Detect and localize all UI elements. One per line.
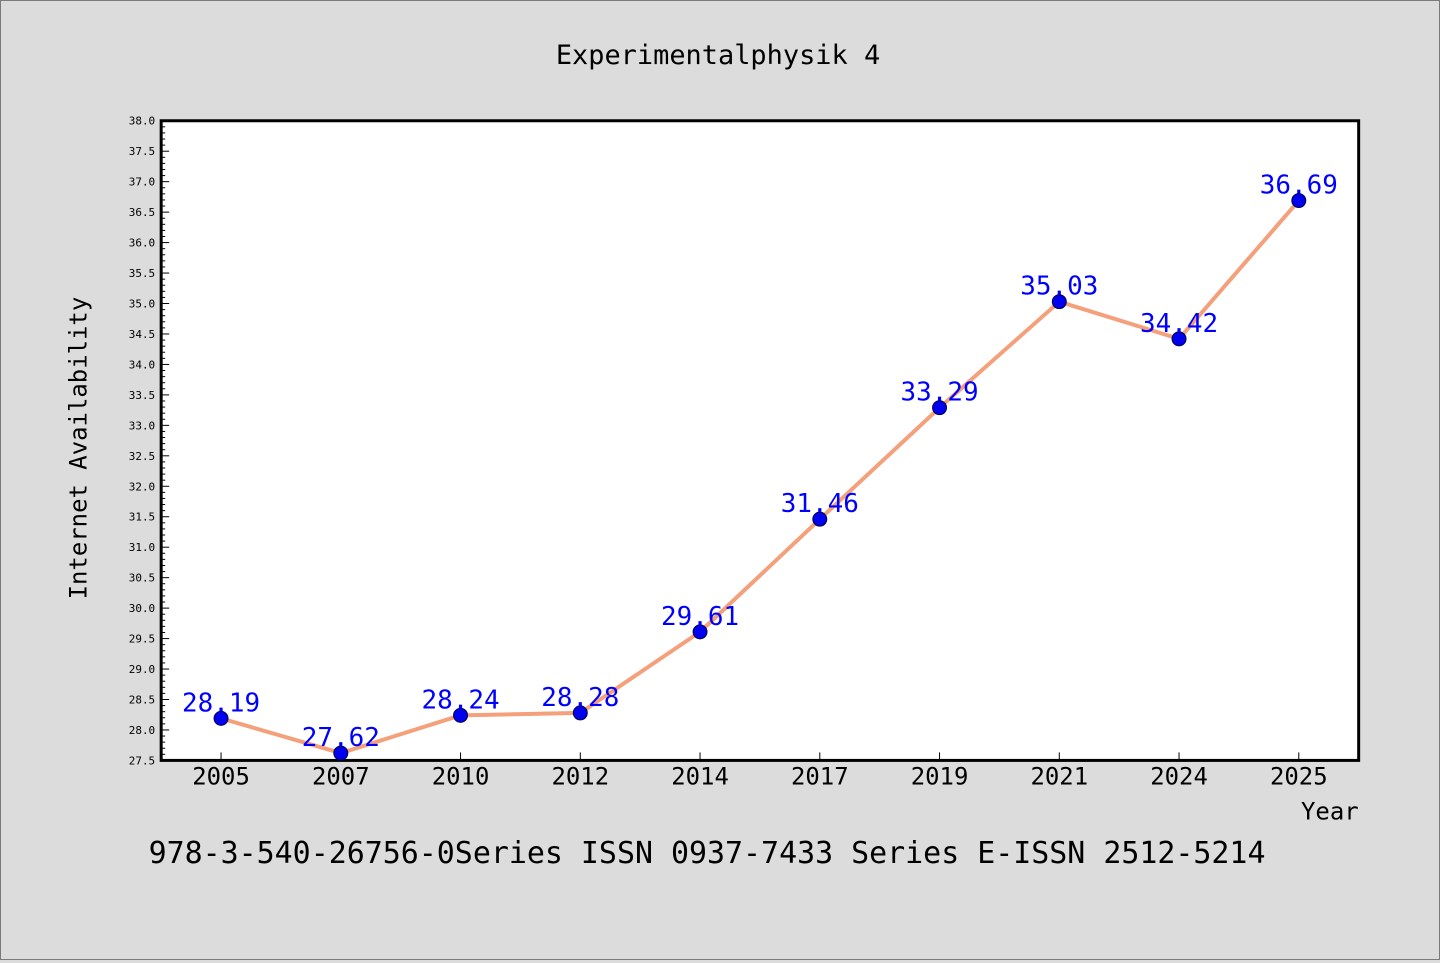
y-tick-label: 28.5	[129, 693, 155, 706]
x-tick-label: 2010	[432, 762, 490, 790]
y-tick-label: 31.5	[129, 511, 155, 524]
data-label: 28.24	[421, 685, 499, 715]
y-tick-label: 33.0	[129, 419, 155, 432]
caption: 978-3-540-26756-0Series ISSN 0937-7433 S…	[149, 836, 1266, 871]
data-label: 27.62	[302, 723, 380, 753]
y-tick-label: 34.5	[129, 328, 155, 341]
y-tick-label: 34.0	[129, 358, 155, 371]
x-tick-label: 2025	[1270, 762, 1328, 790]
y-tick-label: 32.5	[129, 450, 155, 463]
x-axis-label: Year	[1301, 797, 1359, 825]
y-tick-label: 30.0	[129, 602, 155, 615]
x-tick-label: 2019	[911, 762, 969, 790]
data-label: 36.69	[1260, 171, 1338, 201]
data-point	[932, 400, 948, 416]
y-tick-label: 36.0	[129, 237, 155, 250]
x-tick-label: 2007	[312, 762, 370, 790]
data-point	[1291, 193, 1307, 209]
data-point	[453, 707, 469, 723]
y-tick-label: 32.0	[129, 480, 155, 493]
x-axis: 2005 2007 2010 2012 2014 2017 2019 2021 2024 2025	[192, 752, 1328, 790]
y-tick-label: 36.5	[129, 206, 155, 219]
data-point	[213, 710, 229, 726]
data-point	[692, 624, 708, 640]
y-tick-label: 37.0	[129, 176, 155, 189]
y-tick-label: 35.5	[129, 267, 155, 280]
data-point	[812, 511, 828, 527]
y-axis-label: Internet Availability	[64, 297, 92, 600]
x-tick-label: 2024	[1150, 762, 1208, 790]
x-tick-label: 2012	[551, 762, 609, 790]
y-axis: 27.5 28.0 28.5 29.0 29.5 30.0 30.5 31.0 31.5 32.0…	[129, 115, 170, 767]
y-tick-label: 35.0	[129, 298, 155, 311]
data-label: 31.46	[781, 489, 859, 519]
chart-title: Experimentalphysik 4	[556, 40, 880, 71]
x-tick-label: 2005	[192, 762, 250, 790]
data-label: 28.28	[541, 683, 619, 713]
x-tick-label: 2017	[791, 762, 849, 790]
series-line	[220, 199, 1301, 756]
y-tick-label: 33.5	[129, 389, 155, 402]
data-label: 28.19	[182, 688, 260, 718]
data-label: 34.42	[1140, 309, 1218, 339]
x-tick-label: 2021	[1030, 762, 1088, 790]
data-point	[1051, 294, 1067, 310]
data-label: 29.61	[661, 602, 739, 632]
y-tick-label: 38.0	[129, 115, 155, 128]
y-tick-label: 31.0	[129, 541, 155, 554]
y-tick-label: 37.5	[129, 145, 155, 158]
y-tick-label: 29.0	[129, 663, 155, 676]
data-point	[572, 705, 588, 721]
x-tick-label: 2014	[671, 762, 729, 790]
data-point	[1171, 331, 1187, 347]
y-tick-label: 28.0	[129, 724, 155, 737]
y-tick-label: 29.5	[129, 633, 155, 646]
data-point	[333, 745, 349, 761]
y-tick-label: 30.5	[129, 572, 155, 585]
y-tick-label: 27.5	[129, 754, 155, 767]
data-label: 33.29	[900, 378, 978, 408]
data-label: 35.03	[1020, 272, 1098, 302]
series-group: 28.19 27.62 28.24 28.28 29.61 31.46 33.29 35.03…	[182, 171, 1338, 761]
plot-area	[159, 119, 1361, 762]
